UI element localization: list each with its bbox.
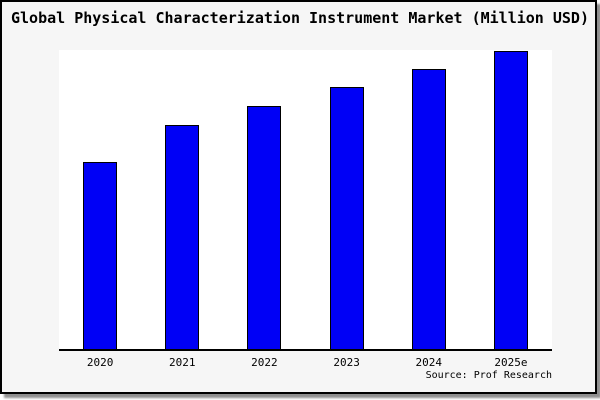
x-tick-label-2021: 2021 xyxy=(169,356,196,369)
bar-2021 xyxy=(165,125,200,349)
plot-area xyxy=(59,50,552,351)
bar-2022 xyxy=(247,106,282,349)
bar-2025e xyxy=(493,51,528,349)
source-credit: Source: Prof Research xyxy=(425,370,552,381)
x-tick-label-2025e: 2025e xyxy=(494,356,528,369)
bar-2024 xyxy=(411,69,446,349)
x-tick-label-2024: 2024 xyxy=(415,356,443,369)
x-tick-label-2020: 2020 xyxy=(86,356,114,369)
bar-2023 xyxy=(329,87,364,349)
bar-2020 xyxy=(83,162,118,349)
x-axis-labels: 2020 2021 2022 2023 2024 2025e xyxy=(59,356,552,371)
chart-title: Global Physical Characterization Instrum… xyxy=(11,9,589,27)
x-tick-label-2023: 2023 xyxy=(333,356,360,369)
x-tick-label-2022: 2022 xyxy=(251,356,278,369)
